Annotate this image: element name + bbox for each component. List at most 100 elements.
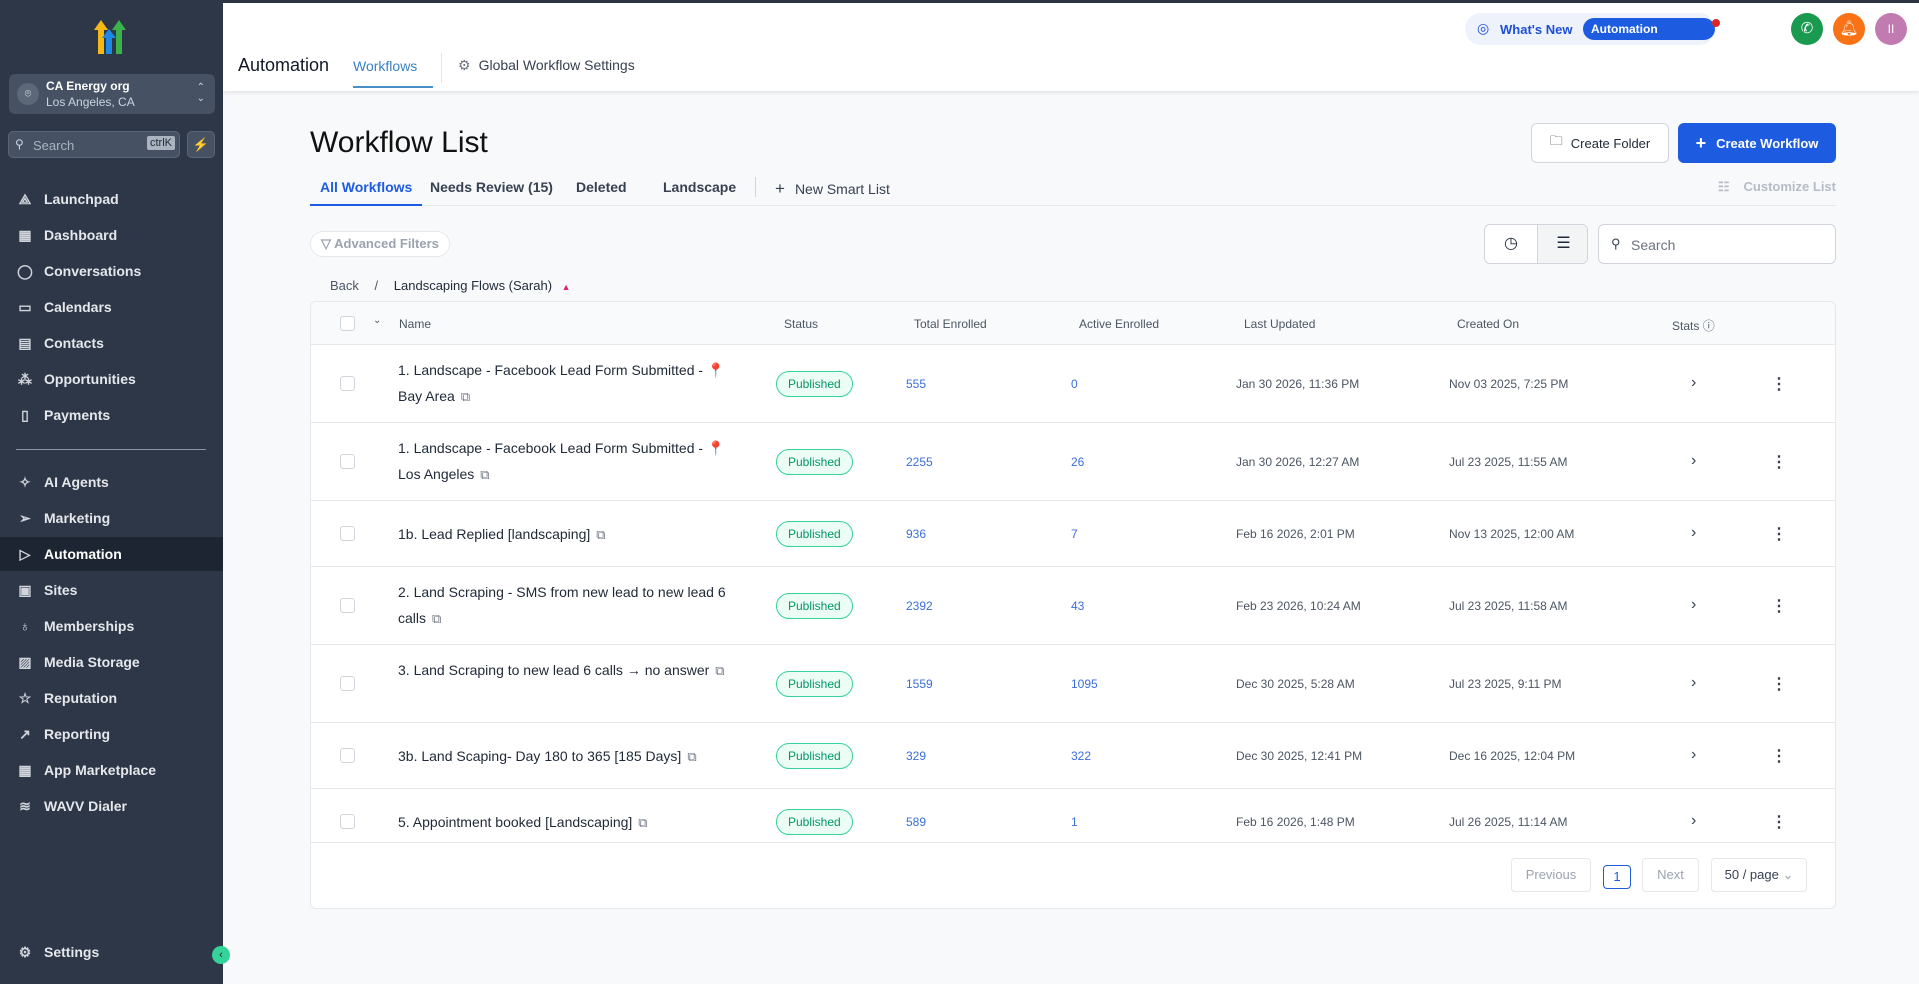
workflow-name-link[interactable]: 1. Landscape - Facebook Lead Form Submit… [398,435,738,488]
sidebar-item-automation[interactable]: ▷ Automation [0,537,223,571]
table-row[interactable]: 1. Landscape - Facebook Lead Form Submit… [311,345,1835,423]
active-enrolled[interactable]: 7 [1071,527,1078,541]
external-link-icon[interactable]: ⧉ [460,389,471,404]
row-checkbox[interactable] [340,814,355,829]
workflow-name-link[interactable]: 1b. Lead Replied [landscaping] ⧉ [398,521,738,548]
tab-workflows[interactable]: Workflows [353,58,418,74]
workflow-name-link[interactable]: 5. Appointment booked [Landscaping] ⧉ [398,809,738,836]
previous-button[interactable]: Previous [1511,858,1591,892]
total-enrolled[interactable]: 555 [906,377,927,391]
chevron-right-icon[interactable]: › [1691,674,1697,691]
workflow-name-link[interactable]: 1. Landscape - Facebook Lead Form Submit… [398,357,738,410]
org-switcher[interactable]: ⌾ CA Energy org Los Angeles, CA ⌃ ⌄ [9,74,215,114]
total-enrolled[interactable]: 589 [906,815,927,829]
more-options-icon[interactable]: ⋮ [1771,748,1787,765]
chevron-right-icon[interactable]: › [1691,746,1697,763]
more-options-icon[interactable]: ⋮ [1771,598,1787,615]
tab-landscape[interactable]: Landscape [663,179,737,195]
total-enrolled[interactable]: 2255 [906,455,933,469]
sidebar-item-conversations[interactable]: ◯ Conversations [0,254,223,288]
chevron-right-icon[interactable]: › [1691,812,1697,829]
more-options-icon[interactable]: ⋮ [1771,814,1787,831]
more-options-icon[interactable]: ⋮ [1771,376,1787,393]
sidebar-item-marketing[interactable]: ➢ Marketing [0,501,223,535]
whats-new-button[interactable]: ◎ What's New Automation Updates [1465,13,1720,58]
external-link-icon[interactable]: ⧉ [480,467,490,482]
table-row[interactable]: 2. Land Scraping - SMS from new lead to … [311,567,1835,645]
sidebar-item-opportunities[interactable]: ⁂ Opportunities [0,362,223,396]
sidebar-item-app-marketplace[interactable]: ▦ App Marketplace [0,753,223,787]
chevron-down-icon[interactable]: ⌄ [373,315,382,326]
sidebar-item-reputation[interactable]: ☆ Reputation [0,681,223,715]
create-workflow-button[interactable]: + Create Workflow [1678,123,1836,163]
workflow-name-link[interactable]: 3b. Land Scaping- Day 180 to 365 [185 Da… [398,743,738,770]
chevron-right-icon[interactable]: › [1691,452,1697,469]
new-smart-list-button[interactable]: + New Smart List [775,179,890,206]
row-checkbox[interactable] [340,526,355,541]
tab-global-workflow-settings[interactable]: ⚙ Global Workflow Settings [458,57,635,74]
collapse-sidebar-icon[interactable]: ‹ [212,946,230,964]
page-size-select[interactable]: 50 / page ⌄ [1711,858,1807,892]
active-enrolled[interactable]: 1095 [1071,677,1098,691]
workflow-name-link[interactable]: 3. Land Scraping to new lead 6 calls → n… [398,657,738,684]
create-folder-button[interactable]: 🗀 Create Folder [1531,123,1669,163]
table-row[interactable]: 1b. Lead Replied [landscaping] ⧉ Publishe… [311,501,1835,567]
sidebar-item-reporting[interactable]: ↗ Reporting [0,717,223,751]
active-enrolled[interactable]: 322 [1071,749,1092,763]
sidebar-item-launchpad[interactable]: ⟁ Launchpad [0,182,223,216]
active-enrolled[interactable]: 1 [1071,815,1078,829]
sidebar-item-calendars[interactable]: ▭ Calendars [0,290,223,324]
list-view-icon[interactable]: ☰ [1537,225,1587,263]
table-row[interactable]: 1. Landscape - Facebook Lead Form Submit… [311,423,1835,501]
sidebar-item-sites[interactable]: ▣ Sites [0,573,223,607]
active-enrolled[interactable]: 0 [1071,377,1078,391]
app-logo[interactable] [92,18,132,63]
active-enrolled[interactable]: 43 [1071,599,1085,613]
tab-needs-review[interactable]: Needs Review (15) [430,179,553,195]
phone-button[interactable]: ✆ [1791,13,1823,45]
row-checkbox[interactable] [340,376,355,391]
customize-list-button[interactable]: ☷ Customize List [1718,179,1836,195]
sidebar-search[interactable]: ⚲ Search ctrlK [8,131,180,158]
sidebar-item-payments[interactable]: ▯ Payments [0,398,223,432]
table-row[interactable]: 3b. Land Scaping- Day 180 to 365 [185 Da… [311,723,1835,789]
external-link-icon[interactable]: ⧉ [432,611,442,626]
chevron-right-icon[interactable]: › [1691,596,1697,613]
clock-icon[interactable]: ◷ [1504,235,1518,252]
sidebar-item-wavv-dialer[interactable]: ≋ WAVV Dialer [0,789,223,823]
external-link-icon[interactable]: ⧉ [638,815,648,830]
active-enrolled[interactable]: 26 [1071,455,1085,469]
advanced-filters-button[interactable]: ▽ Advanced Filters [310,231,450,257]
external-link-icon[interactable]: ⧉ [715,663,725,678]
notifications-button[interactable]: 🔔︎ [1833,13,1865,45]
tab-deleted[interactable]: Deleted [576,179,627,195]
more-options-icon[interactable]: ⋮ [1771,454,1787,471]
sidebar-item-ai-agents[interactable]: ✧ AI Agents [0,465,223,499]
table-row[interactable]: 3. Land Scraping to new lead 6 calls → n… [311,645,1835,723]
total-enrolled[interactable]: 936 [906,527,927,541]
search-input[interactable]: ⚲ Search [1598,224,1836,264]
total-enrolled[interactable]: 2392 [906,599,933,613]
chevron-right-icon[interactable]: › [1691,374,1697,391]
row-checkbox[interactable] [340,748,355,763]
more-options-icon[interactable]: ⋮ [1771,526,1787,543]
sidebar-item-settings[interactable]: ⚙ Settings [0,935,223,969]
sidebar-item-dashboard[interactable]: ▦ Dashboard [0,218,223,252]
total-enrolled[interactable]: 329 [906,749,927,763]
row-checkbox[interactable] [340,676,355,691]
chevron-right-icon[interactable]: › [1691,524,1697,541]
tab-all-workflows[interactable]: All Workflows [310,179,423,206]
row-checkbox[interactable] [340,598,355,613]
next-button[interactable]: Next [1642,858,1699,892]
external-link-icon[interactable]: ⧉ [687,749,697,764]
sidebar-item-media-storage[interactable]: ▨ Media Storage [0,645,223,679]
total-enrolled[interactable]: 1559 [906,677,933,691]
row-checkbox[interactable] [340,454,355,469]
page-1-button[interactable]: 1 [1603,865,1631,889]
sidebar-item-memberships[interactable]: ♁ Memberships [0,609,223,643]
more-options-icon[interactable]: ⋮ [1771,676,1787,693]
avatar[interactable]: II [1875,13,1907,45]
info-icon[interactable]: ⓘ [1702,319,1715,333]
breadcrumb-back[interactable]: Back [330,278,359,293]
workflow-name-link[interactable]: 2. Land Scraping - SMS from new lead to … [398,579,738,632]
